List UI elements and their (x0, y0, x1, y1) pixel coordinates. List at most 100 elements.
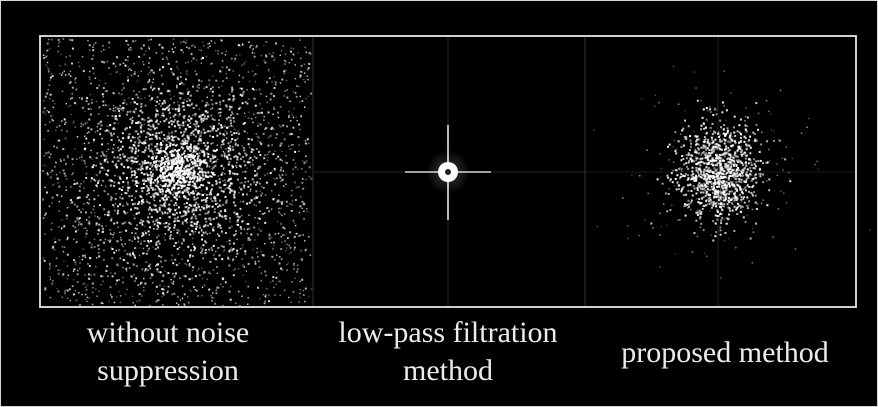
speckle (149, 202, 151, 204)
speckle (193, 222, 195, 224)
speckle (226, 131, 228, 133)
speckle (214, 211, 216, 213)
speckle (177, 184, 179, 186)
speckle (49, 263, 51, 265)
speckle (238, 44, 240, 46)
speckle (183, 109, 185, 111)
speckle (231, 247, 233, 249)
speckle (141, 48, 143, 50)
speckle (692, 195, 694, 197)
speckle (173, 245, 175, 247)
speckle (244, 177, 246, 179)
speckle (256, 133, 258, 135)
speckle (170, 175, 172, 177)
speckle (135, 213, 137, 215)
speckle (713, 131, 715, 133)
speckle (252, 52, 254, 54)
speckle (167, 167, 169, 169)
speckle (132, 157, 134, 159)
speckle (93, 198, 95, 200)
speckle (696, 198, 698, 200)
speckle (194, 46, 196, 48)
speckle (719, 213, 721, 215)
speckle (753, 231, 755, 233)
speckle (731, 183, 733, 185)
speckle (204, 115, 206, 117)
speckle (42, 170, 44, 172)
speckle (150, 39, 152, 41)
speckle (155, 209, 157, 211)
speckle (159, 200, 161, 202)
speckle (257, 168, 259, 170)
speckle (61, 120, 63, 122)
speckle (700, 213, 702, 215)
speckle (145, 105, 147, 107)
speckle (159, 207, 161, 209)
speckle (143, 64, 145, 65)
speckle (251, 201, 253, 203)
speckle (789, 180, 791, 182)
speckle (193, 286, 195, 288)
speckle (233, 196, 235, 198)
speckle (176, 302, 178, 304)
speckle (244, 182, 246, 184)
speckle (171, 189, 173, 191)
speckle (233, 117, 235, 119)
speckle (192, 163, 194, 165)
speckle (305, 47, 307, 49)
speckle (234, 129, 236, 131)
speckle (131, 174, 133, 176)
speckle (178, 253, 180, 255)
speckle (179, 263, 181, 265)
speckle (49, 48, 51, 50)
speckle (187, 191, 189, 193)
speckle (753, 191, 755, 193)
speckle (260, 103, 262, 105)
speckle (282, 235, 284, 237)
speckle (106, 90, 108, 92)
speckle (236, 213, 238, 215)
speckle (695, 141, 697, 143)
speckle (697, 171, 699, 173)
speckle (232, 100, 234, 102)
speckle (667, 146, 669, 148)
speckle (201, 58, 203, 60)
speckle (681, 168, 683, 170)
speckle (122, 102, 124, 104)
speckle (140, 106, 142, 108)
speckle (697, 211, 699, 213)
speckle (290, 120, 292, 122)
speckle (90, 94, 92, 96)
speckle (216, 239, 218, 241)
speckle (288, 262, 290, 264)
speckle (694, 188, 696, 190)
speckle (217, 226, 219, 228)
speckle (121, 239, 123, 241)
speckle (133, 63, 135, 65)
speckle (711, 137, 713, 139)
speckle (266, 102, 268, 104)
speckle (197, 86, 199, 88)
speckle (138, 160, 140, 162)
speckle (773, 131, 775, 133)
speckle (96, 296, 98, 298)
speckle (675, 253, 677, 255)
speckle (667, 177, 669, 179)
speckle (691, 159, 693, 161)
speckle (744, 141, 746, 143)
speckle (50, 154, 52, 156)
speckle (703, 229, 705, 231)
speckle (85, 138, 87, 140)
speckle (183, 196, 185, 198)
speckle (179, 97, 181, 99)
speckle (97, 182, 99, 184)
speckle (238, 133, 240, 135)
speckle (696, 157, 698, 159)
speckle (156, 149, 158, 151)
speckle (712, 164, 714, 166)
speckle (716, 143, 718, 145)
speckle (170, 117, 172, 119)
speckle (82, 259, 84, 261)
speckle (726, 109, 728, 111)
speckle (237, 179, 239, 181)
